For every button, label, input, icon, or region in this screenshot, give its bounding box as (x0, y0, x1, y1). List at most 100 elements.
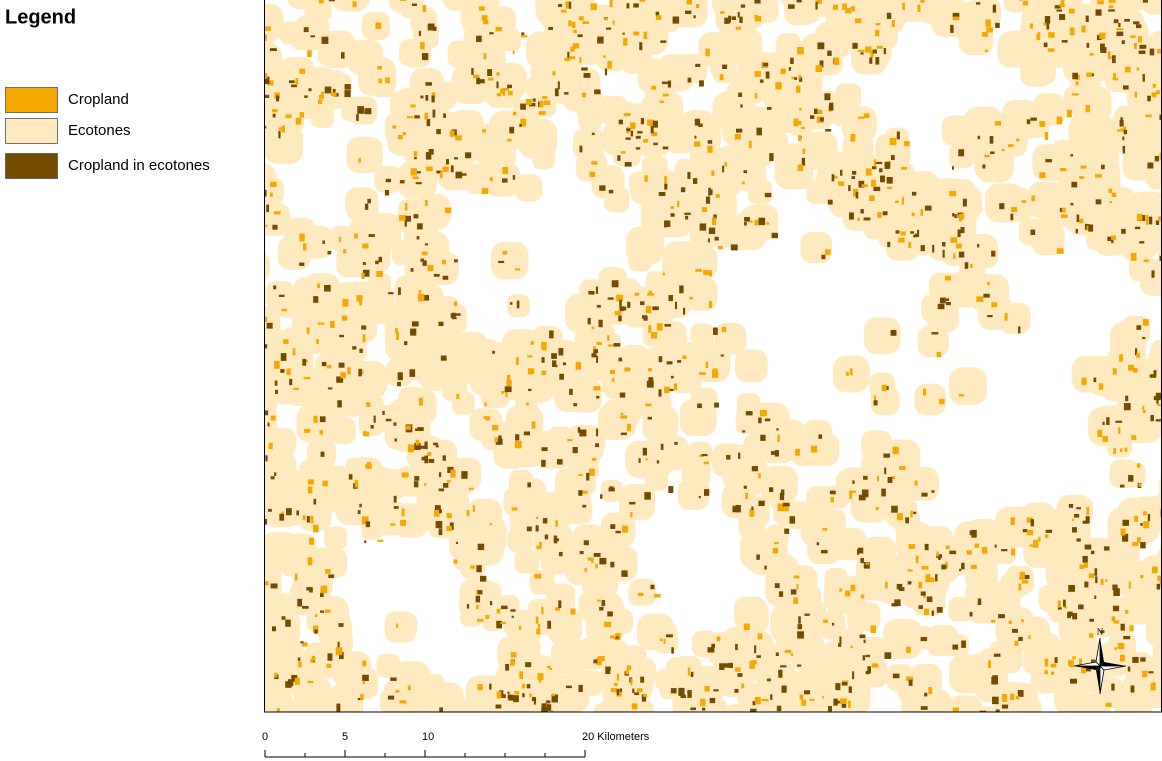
cropland-cell (352, 346, 356, 349)
cropland-cell (467, 510, 470, 516)
cropland-cell (738, 453, 740, 459)
cropland-cell (1069, 9, 1075, 14)
cropland-cell (825, 249, 831, 254)
cropland-cell (871, 625, 876, 633)
ecotone-patch (949, 367, 987, 405)
ecotone-patch (322, 690, 350, 718)
cropland-cell (283, 339, 288, 344)
cropland-cell (623, 33, 625, 35)
cropland-cell (1125, 610, 1128, 614)
cropland-cell (1067, 110, 1072, 118)
cropland-cell (670, 389, 674, 391)
cropland-cell (1120, 655, 1125, 662)
cropland-cell (959, 569, 961, 571)
cropland-cell (617, 689, 619, 695)
cropland-cell (758, 218, 765, 225)
ecotone-patch (1131, 358, 1162, 393)
cropland-cell (426, 167, 433, 172)
cropland-cell (707, 146, 712, 153)
ecotone-patch (239, 626, 266, 653)
cropland-cell (891, 506, 898, 513)
cropland-cell (1023, 1, 1028, 6)
cropland-cell (400, 715, 403, 721)
cropland-cell (1101, 579, 1104, 585)
cropland-cell (773, 548, 778, 554)
cropland-cell (953, 707, 959, 715)
cropland-cell (617, 155, 620, 161)
cropland-cell (904, 141, 910, 146)
cropland-cell (1114, 19, 1119, 23)
cropland-cell (411, 268, 414, 272)
cropland-cell (905, 517, 909, 523)
cropland-cell (386, 179, 391, 182)
cropland-cell (815, 2, 817, 10)
cropland-cell (1087, 43, 1090, 48)
cropland-cell (1137, 214, 1142, 221)
ecotone-patch (1110, 459, 1139, 488)
cropland-cell (1018, 584, 1021, 591)
cropland-cell (455, 135, 462, 140)
cropland-cell (687, 690, 691, 698)
cropland-cell (498, 261, 504, 263)
cropland-cell (1014, 641, 1018, 646)
cropland-cell (1031, 118, 1037, 121)
cropland-cell (545, 535, 548, 540)
cropland-cell (537, 673, 543, 680)
cropland-cell (525, 662, 531, 667)
cropland-cell (1086, 16, 1089, 22)
cropland-cell (399, 215, 406, 221)
cropland-cell (652, 306, 659, 310)
cropland-cell (398, 135, 403, 139)
cropland-cell (446, 159, 449, 165)
cropland-cell (1002, 694, 1007, 702)
ecotone-patch (470, 517, 507, 554)
cropland-cell (648, 325, 651, 333)
cropland-cell (476, 605, 479, 609)
cropland-cell (738, 12, 740, 18)
cropland-cell (404, 341, 407, 345)
cropland-cell (756, 128, 762, 136)
cropland-cell (325, 569, 331, 574)
cropland-cell (695, 64, 700, 67)
cropland-cell (970, 530, 975, 535)
cropland-cell (1097, 0, 1104, 4)
cropland-cell (775, 450, 779, 456)
cropland-cell (671, 688, 677, 693)
ecotone-patch (683, 678, 713, 708)
cropland-cell (313, 525, 319, 533)
cropland-cell (848, 701, 851, 709)
cropland-cell (377, 66, 382, 70)
cropland-cell (408, 444, 414, 452)
ecotone-patch (238, 511, 264, 537)
cropland-cell (394, 496, 397, 503)
cropland-cell (547, 621, 551, 629)
cropland-cell (597, 305, 601, 308)
cropland-cell (424, 113, 428, 120)
cropland-cell (1070, 203, 1073, 205)
legend-label: Cropland (68, 91, 129, 108)
cropland-cell (328, 251, 332, 254)
cropland-cell (1133, 368, 1138, 373)
cropland-cell (797, 631, 804, 638)
cropland-cell (513, 51, 515, 54)
cropland-cell (477, 619, 483, 622)
cropland-cell (817, 542, 819, 545)
cropland-cell (361, 273, 364, 279)
cropland-cell (705, 49, 709, 57)
cropland-cell (313, 416, 317, 423)
cropland-cell (552, 360, 556, 367)
cropland-cell (687, 0, 692, 4)
cropland-cell (995, 23, 1000, 28)
cropland-cell (694, 136, 696, 139)
cropland-cell (664, 184, 667, 190)
cropland-cell (612, 20, 614, 24)
cropland-cell (671, 206, 674, 209)
cropland-cell (798, 616, 801, 623)
cropland-cell (745, 727, 752, 732)
cropland-cell (750, 221, 753, 223)
cropland-cell (794, 77, 797, 80)
cropland-cell (1135, 227, 1140, 229)
cropland-cell (447, 513, 452, 518)
ecotone-patch (330, 378, 368, 416)
cropland-cell (1039, 172, 1045, 178)
